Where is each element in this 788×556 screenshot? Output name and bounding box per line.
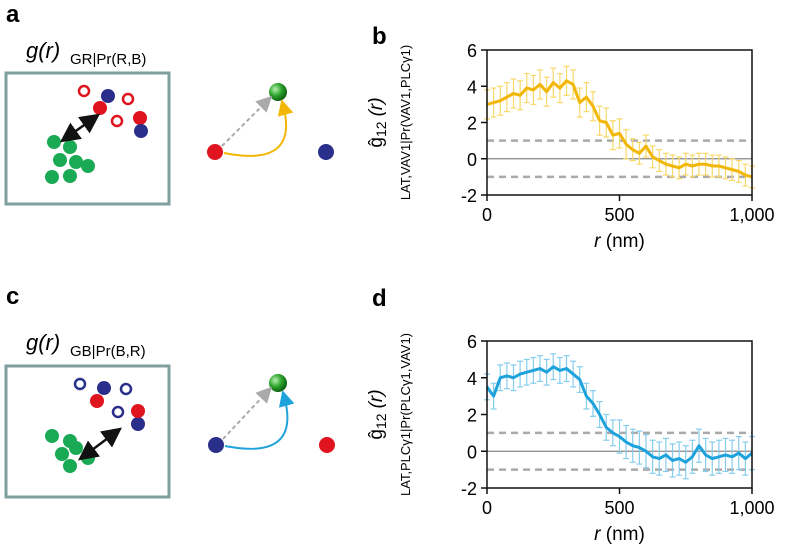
y-tick-label: 4 — [467, 369, 477, 389]
x-tick-label: 500 — [604, 205, 634, 225]
y-label-arg: (r) — [366, 389, 387, 408]
y-tick-label: 2 — [467, 114, 477, 134]
y-tick-label: 6 — [467, 41, 477, 61]
x-label-var: r — [594, 231, 601, 252]
y-label-index: 12 — [373, 121, 389, 137]
diagram-subscript: GB|Pr(B,R) — [70, 343, 146, 360]
y-tick-label: -2 — [461, 186, 477, 206]
y-axis-label: ĝ12 (r) — [366, 389, 389, 439]
diagram-function: g(r) — [26, 38, 60, 63]
x-axis-label: r (nm) — [594, 231, 645, 252]
diagram-c — [4, 364, 335, 499]
x-tick-label: 0 — [482, 498, 492, 518]
x-label-unit: (nm) — [606, 524, 645, 545]
panel-label: b — [372, 23, 387, 50]
y-label-arg: (r) — [366, 97, 387, 116]
y-tick-label: 4 — [467, 77, 477, 97]
y-tick-label: 6 — [467, 332, 477, 352]
y-label-index: 12 — [373, 413, 389, 429]
x-axis-label: r (nm) — [594, 524, 645, 545]
x-tick-label: 1,000 — [729, 205, 774, 225]
data-line — [485, 365, 753, 464]
y-tick-label: 0 — [467, 442, 477, 462]
y-label-symbol: ĝ — [366, 137, 387, 148]
y-tick-label: 0 — [467, 150, 477, 170]
panel-label: a — [6, 1, 20, 28]
diagram-subscript: GR|Pr(R,B) — [70, 51, 146, 68]
y-label-subscript: LAT,PLCγ1|Pr(PLCγ1,VAV1) — [398, 333, 413, 496]
y-axis-label: ĝ12 (r) — [366, 97, 389, 147]
panel-label: d — [372, 285, 387, 312]
x-label-var: r — [594, 524, 601, 545]
x-tick-label: 1,000 — [729, 498, 774, 518]
data-line — [486, 79, 753, 179]
diagram-a — [4, 71, 334, 206]
x-label-unit: (nm) — [606, 231, 645, 252]
diagram-function: g(r) — [26, 330, 60, 355]
y-tick-label: -2 — [461, 479, 477, 499]
y-label-symbol: ĝ — [366, 429, 387, 440]
x-tick-label: 500 — [604, 498, 634, 518]
x-tick-label: 0 — [482, 205, 492, 225]
panel-label: c — [6, 283, 19, 310]
y-label-subscript: LAT,VAV1|Pr(VAV1,PLCγ1) — [398, 45, 413, 200]
y-tick-label: 2 — [467, 406, 477, 426]
